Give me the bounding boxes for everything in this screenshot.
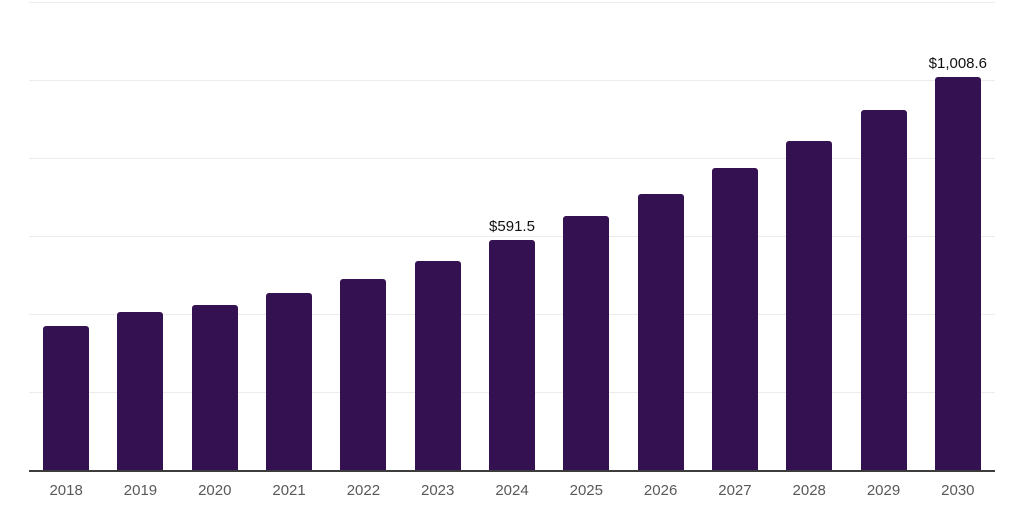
x-tick-2024: 2024 [495, 482, 529, 499]
data-label-2024: $591.5 [489, 217, 535, 235]
gridline-800 [29, 158, 995, 160]
bar-2022 [340, 278, 387, 471]
bar-2029 [860, 109, 907, 471]
x-tick-2028: 2028 [792, 482, 826, 499]
gridline-600 [29, 236, 995, 238]
x-tick-2023: 2023 [421, 482, 455, 499]
x-tick-2022: 2022 [346, 482, 381, 499]
x-axis-line [29, 469, 995, 472]
bar-2020 [191, 304, 238, 471]
bar-2026 [637, 193, 684, 471]
bar-2030 [934, 76, 981, 471]
x-tick-2026: 2026 [643, 482, 678, 499]
x-tick-2025: 2025 [569, 482, 603, 499]
gridline-1000 [29, 80, 995, 82]
bar-2019 [117, 312, 164, 471]
bar-2021 [266, 293, 313, 471]
x-tick-2030: 2030 [941, 482, 975, 499]
data-label-2030: $1,008.6 [928, 54, 988, 72]
x-tick-2018: 2018 [49, 482, 83, 499]
x-tick-2027: 2027 [718, 482, 752, 499]
x-tick-2021: 2021 [272, 482, 306, 499]
x-tick-2020: 2020 [198, 482, 232, 499]
gridline-1200 [29, 2, 995, 3]
bar-2024 [489, 239, 535, 471]
bar-2018 [43, 326, 90, 471]
bar-2028 [786, 141, 833, 471]
bar-2025 [563, 216, 610, 471]
x-tick-2019: 2019 [123, 482, 158, 499]
bar-2027 [711, 168, 758, 471]
x-tick-2029: 2029 [866, 482, 901, 499]
bar-2023 [414, 260, 461, 471]
